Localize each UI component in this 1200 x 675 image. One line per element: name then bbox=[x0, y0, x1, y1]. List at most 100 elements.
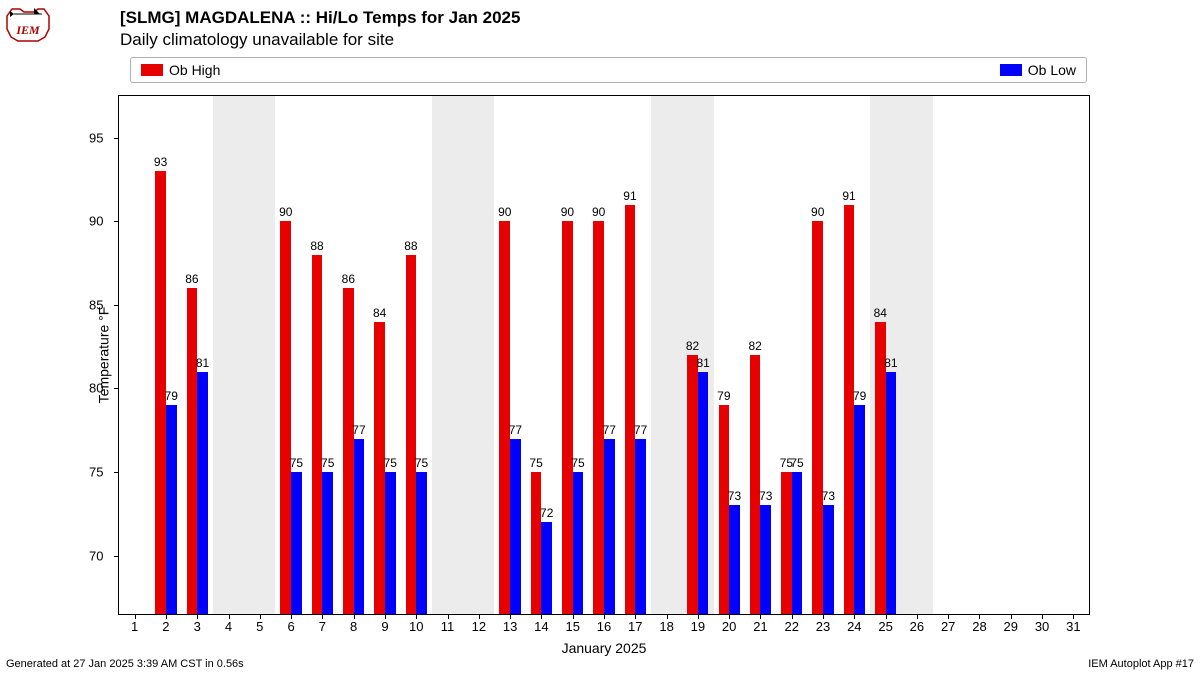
bar-high-label: 82 bbox=[686, 339, 699, 353]
x-tick-mark bbox=[667, 614, 668, 619]
x-axis-label: January 2025 bbox=[562, 640, 647, 656]
x-tick-label: 15 bbox=[565, 619, 579, 634]
bar-low bbox=[322, 472, 333, 614]
x-tick-mark bbox=[260, 614, 261, 619]
x-tick-label: 1 bbox=[131, 619, 138, 634]
x-tick-label: 18 bbox=[659, 619, 673, 634]
footer-app: IEM Autoplot App #17 bbox=[1088, 658, 1194, 670]
x-tick-mark bbox=[385, 614, 386, 619]
legend-item-low: Ob Low bbox=[1000, 62, 1086, 78]
weekend-shade bbox=[213, 96, 276, 614]
bar-low-label: 77 bbox=[634, 423, 647, 437]
bar-low bbox=[385, 472, 396, 614]
y-tick-label: 95 bbox=[89, 130, 103, 145]
y-tick-label: 70 bbox=[89, 548, 103, 563]
x-tick-label: 30 bbox=[1035, 619, 1049, 634]
x-tick-mark bbox=[729, 614, 730, 619]
x-tick-mark bbox=[979, 614, 980, 619]
x-tick-mark bbox=[635, 614, 636, 619]
bar-high-label: 91 bbox=[842, 189, 855, 203]
bar-low-label: 75 bbox=[384, 456, 397, 470]
bar-high bbox=[812, 221, 823, 614]
x-tick-mark bbox=[823, 614, 824, 619]
bar-high bbox=[844, 205, 855, 614]
y-tick-mark bbox=[114, 472, 119, 473]
bar-low-label: 81 bbox=[196, 356, 209, 370]
x-tick-mark bbox=[541, 614, 542, 619]
bar-low bbox=[541, 522, 552, 614]
bar-low bbox=[604, 439, 615, 614]
x-tick-label: 27 bbox=[941, 619, 955, 634]
legend-label-low: Ob Low bbox=[1028, 62, 1076, 78]
x-tick-mark bbox=[229, 614, 230, 619]
x-tick-mark bbox=[322, 614, 323, 619]
bar-low bbox=[729, 505, 740, 614]
legend-label-high: Ob High bbox=[169, 62, 220, 78]
bar-high-label: 91 bbox=[623, 189, 636, 203]
x-tick-mark bbox=[886, 614, 887, 619]
bar-low-label: 75 bbox=[290, 456, 303, 470]
x-tick-label: 28 bbox=[972, 619, 986, 634]
bar-high bbox=[280, 221, 291, 614]
bar-high-label: 79 bbox=[717, 389, 730, 403]
x-tick-mark bbox=[416, 614, 417, 619]
x-tick-mark bbox=[510, 614, 511, 619]
x-tick-mark bbox=[1011, 614, 1012, 619]
x-tick-mark bbox=[573, 614, 574, 619]
x-tick-label: 4 bbox=[225, 619, 232, 634]
bar-low-label: 81 bbox=[697, 356, 710, 370]
bar-low-label: 79 bbox=[165, 389, 178, 403]
x-tick-label: 23 bbox=[816, 619, 830, 634]
x-tick-label: 9 bbox=[381, 619, 388, 634]
bar-low bbox=[354, 439, 365, 614]
x-tick-mark bbox=[1042, 614, 1043, 619]
x-tick-label: 20 bbox=[722, 619, 736, 634]
x-tick-mark bbox=[479, 614, 480, 619]
bar-high-label: 90 bbox=[498, 205, 511, 219]
x-tick-mark bbox=[604, 614, 605, 619]
x-tick-mark bbox=[698, 614, 699, 619]
x-tick-mark bbox=[854, 614, 855, 619]
x-tick-mark bbox=[135, 614, 136, 619]
bar-high-label: 90 bbox=[811, 205, 824, 219]
chart-title-line1: [SLMG] MAGDALENA :: Hi/Lo Temps for Jan … bbox=[120, 8, 520, 28]
x-tick-label: 2 bbox=[162, 619, 169, 634]
bar-high-label: 93 bbox=[154, 155, 167, 169]
bar-low bbox=[698, 372, 709, 614]
bar-high bbox=[781, 472, 792, 614]
bar-low-label: 77 bbox=[603, 423, 616, 437]
bar-high-label: 82 bbox=[748, 339, 761, 353]
bar-low-label: 77 bbox=[509, 423, 522, 437]
bar-low-label: 75 bbox=[415, 456, 428, 470]
bar-low-label: 73 bbox=[822, 489, 835, 503]
x-tick-mark bbox=[1073, 614, 1074, 619]
bar-high bbox=[187, 288, 198, 614]
x-tick-mark bbox=[760, 614, 761, 619]
bar-high bbox=[750, 355, 761, 614]
weekend-shade bbox=[432, 96, 495, 614]
bar-high-label: 90 bbox=[561, 205, 574, 219]
bar-low-label: 72 bbox=[540, 506, 553, 520]
y-tick-mark bbox=[114, 305, 119, 306]
bar-low bbox=[573, 472, 584, 614]
legend-item-high: Ob High bbox=[131, 62, 220, 78]
x-tick-mark bbox=[166, 614, 167, 619]
bar-high bbox=[687, 355, 698, 614]
y-tick-mark bbox=[114, 388, 119, 389]
bar-low bbox=[886, 372, 897, 614]
legend: Ob High Ob Low bbox=[130, 57, 1087, 83]
bar-high-label: 75 bbox=[529, 456, 542, 470]
iem-logo: IEM bbox=[4, 4, 52, 45]
bar-low bbox=[635, 439, 646, 614]
x-tick-mark bbox=[354, 614, 355, 619]
svg-text:IEM: IEM bbox=[15, 23, 40, 37]
bar-low-label: 73 bbox=[728, 489, 741, 503]
bar-high-label: 86 bbox=[185, 272, 198, 286]
bar-high-label: 88 bbox=[310, 239, 323, 253]
bar-high-label: 90 bbox=[279, 205, 292, 219]
bar-low-label: 75 bbox=[571, 456, 584, 470]
bar-high bbox=[625, 205, 636, 614]
x-tick-label: 31 bbox=[1066, 619, 1080, 634]
legend-swatch-high bbox=[141, 64, 163, 76]
bar-low-label: 81 bbox=[884, 356, 897, 370]
